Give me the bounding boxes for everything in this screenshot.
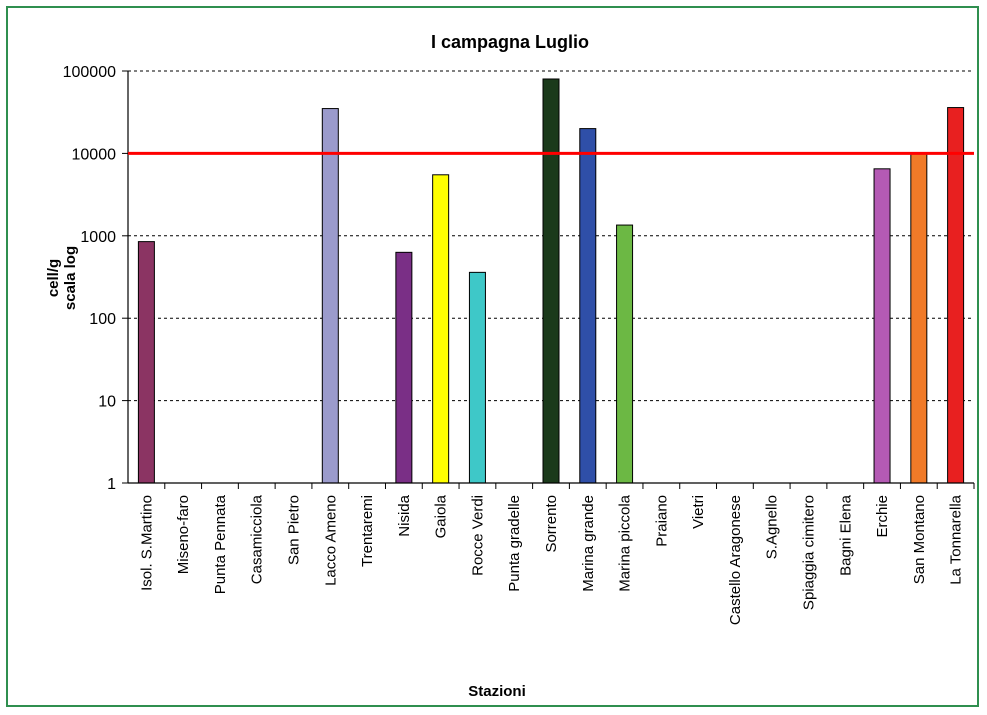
bar [579, 128, 597, 484]
x-tick-label: La Tonnarella [948, 494, 965, 584]
y-tick-label: 1 [107, 476, 116, 493]
x-tick-label: Miseno-faro [175, 495, 192, 574]
x-tick-label: Gaiola [433, 494, 450, 538]
x-tick-label: Trentaremi [359, 495, 376, 567]
x-tick-label: Rocce Verdi [469, 495, 486, 576]
bar [137, 241, 155, 484]
x-tick-label: Praiano [653, 495, 670, 547]
y-axis-title-line-1: cell/g [45, 259, 62, 297]
x-tick-label: Erchie [874, 495, 891, 538]
x-tick-label: San Pietro [286, 495, 303, 565]
bar [947, 107, 965, 484]
y-tick-label: 10 [98, 394, 116, 411]
bar [542, 78, 560, 484]
x-tick-label: Bagni Elena [837, 494, 854, 576]
y-tick-label: 100000 [63, 64, 116, 81]
x-tick-label: Casamicciola [249, 494, 266, 584]
x-tick-label: Isol. S.Martino [138, 495, 155, 591]
bar [873, 168, 891, 484]
y-tick-label: 10000 [72, 146, 117, 163]
x-tick-label: Punta Pennata [212, 494, 229, 594]
chart-frame [6, 6, 979, 707]
x-tick-label: Sorrento [543, 495, 560, 553]
bar [468, 271, 486, 484]
x-tick-label: San Montano [911, 495, 928, 584]
x-tick-label: Marina grande [580, 495, 597, 592]
y-axis-title-line-2: scala log [62, 246, 79, 310]
x-tick-label: Spiaggia cimitero [800, 495, 817, 610]
x-tick-label: Marina piccola [617, 494, 634, 591]
x-tick-label: Castello Aragonese [727, 495, 744, 625]
bar [910, 152, 928, 484]
x-axis-title: Stazioni [468, 683, 526, 700]
y-tick-label: 1000 [80, 229, 116, 246]
chart-title: I campagna Luglio [431, 32, 589, 52]
bar [321, 108, 339, 484]
y-tick-label: 100 [89, 311, 116, 328]
bar [616, 224, 634, 484]
bar [432, 174, 450, 484]
x-tick-label: Nisida [396, 494, 413, 536]
x-tick-label: Vietri [690, 495, 707, 529]
bar [395, 251, 413, 484]
x-tick-label: S.Agnello [764, 495, 781, 559]
x-tick-label: Punta gradelle [506, 495, 523, 592]
x-tick-label: Lacco Ameno [322, 495, 339, 586]
